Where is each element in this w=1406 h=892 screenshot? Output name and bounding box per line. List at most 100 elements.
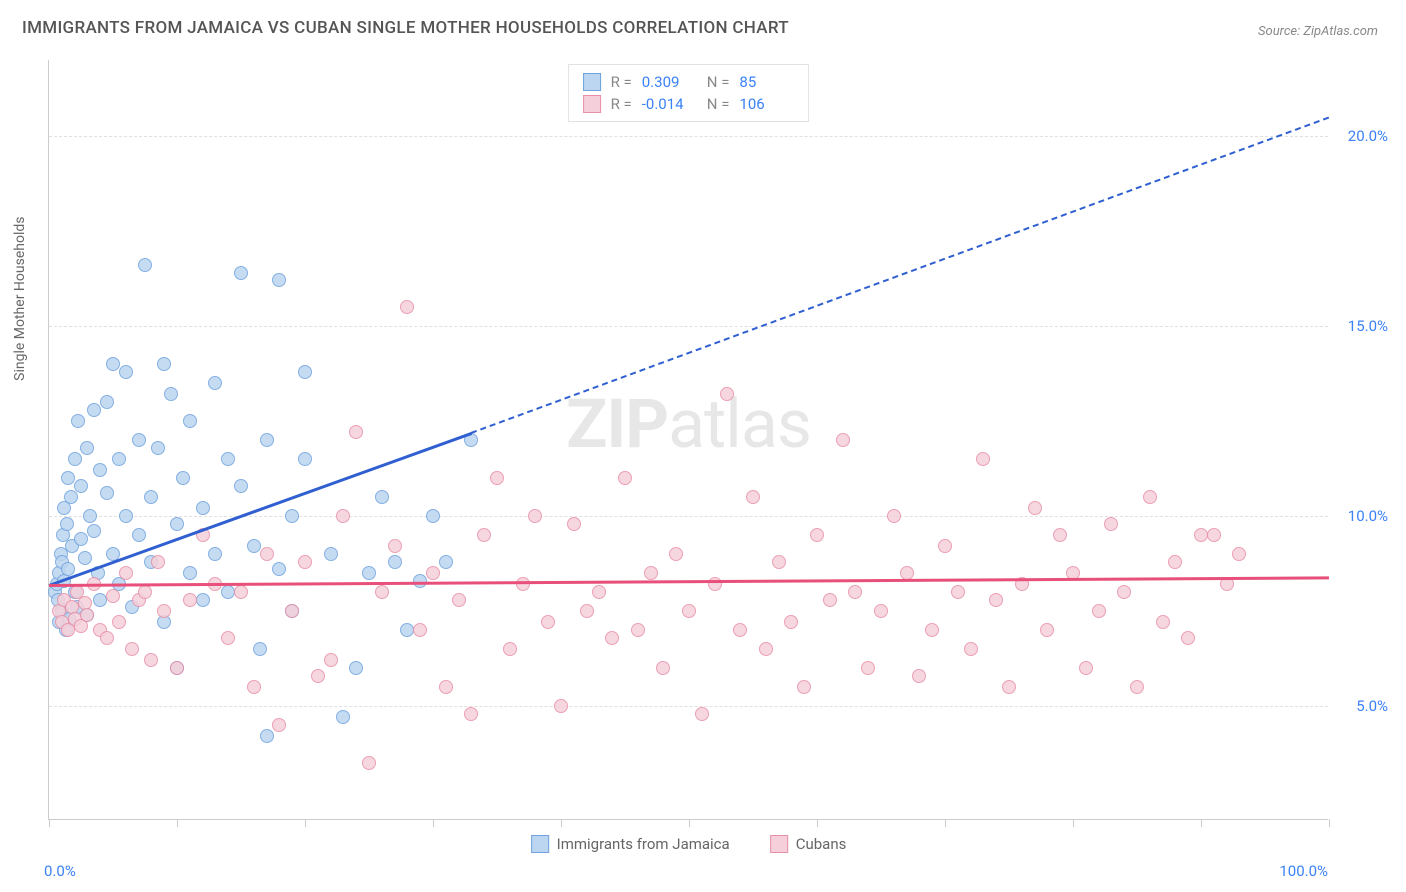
watermark: ZIPatlas	[566, 384, 811, 464]
scatter-point	[157, 604, 171, 618]
r-value-cubans: -0.014	[642, 95, 697, 113]
scatter-point	[100, 395, 114, 409]
scatter-point	[874, 604, 888, 618]
scatter-point	[362, 756, 376, 770]
scatter-point	[196, 593, 210, 607]
scatter-point	[132, 433, 146, 447]
gridline	[49, 326, 1328, 327]
scatter-point	[452, 593, 466, 607]
scatter-point	[925, 623, 939, 637]
scatter-point	[439, 680, 453, 694]
scatter-point	[861, 661, 875, 675]
scatter-point	[311, 669, 325, 683]
scatter-point	[400, 300, 414, 314]
scatter-point	[260, 547, 274, 561]
scatter-point	[388, 539, 402, 553]
scatter-point	[1040, 623, 1054, 637]
scatter-point	[464, 707, 478, 721]
scatter-point	[1130, 680, 1144, 694]
scatter-point	[183, 593, 197, 607]
n-value-cubans: 106	[739, 95, 794, 113]
scatter-point	[125, 642, 139, 656]
scatter-point	[119, 509, 133, 523]
y-tick-label: 5.0%	[1356, 697, 1388, 715]
scatter-point	[87, 403, 101, 417]
r-value-jamaica: 0.309	[642, 73, 697, 91]
scatter-point	[1232, 547, 1246, 561]
scatter-point	[132, 528, 146, 542]
trend-line-dashed	[471, 117, 1329, 434]
swatch-cubans-icon	[770, 835, 788, 853]
y-tick-label: 15.0%	[1348, 317, 1388, 335]
scatter-point	[439, 555, 453, 569]
x-tick	[49, 819, 50, 827]
scatter-point	[144, 653, 158, 667]
scatter-point	[183, 414, 197, 428]
scatter-point	[567, 517, 581, 531]
legend-item-cubans: Cubans	[770, 835, 847, 853]
scatter-point	[733, 623, 747, 637]
scatter-point	[80, 608, 94, 622]
scatter-point	[285, 604, 299, 618]
scatter-point	[554, 699, 568, 713]
scatter-point	[336, 509, 350, 523]
scatter-point	[260, 433, 274, 447]
scatter-point	[298, 365, 312, 379]
x-tick	[1329, 819, 1330, 827]
scatter-point	[362, 566, 376, 580]
scatter-point	[74, 479, 88, 493]
scatter-point	[1104, 517, 1118, 531]
scatter-point	[618, 471, 632, 485]
scatter-point	[746, 490, 760, 504]
scatter-point	[78, 551, 92, 565]
scatter-point	[605, 631, 619, 645]
scatter-point	[836, 433, 850, 447]
scatter-point	[1181, 631, 1195, 645]
gridline	[49, 706, 1328, 707]
n-label: N =	[707, 73, 730, 91]
source-label: Source: ZipAtlas.com	[1258, 24, 1378, 39]
scatter-point	[196, 501, 210, 515]
x-tick	[433, 819, 434, 827]
scatter-point	[644, 566, 658, 580]
scatter-point	[1143, 490, 1157, 504]
scatter-point	[112, 615, 126, 629]
watermark-bold: ZIP	[566, 384, 668, 464]
chart-title: IMMIGRANTS FROM JAMAICA VS CUBAN SINGLE …	[22, 18, 789, 38]
scatter-point	[375, 585, 389, 599]
x-tick	[817, 819, 818, 827]
scatter-point	[208, 547, 222, 561]
scatter-point	[349, 661, 363, 675]
scatter-point	[797, 680, 811, 694]
scatter-point	[234, 585, 248, 599]
scatter-point	[682, 604, 696, 618]
scatter-point	[138, 585, 152, 599]
scatter-point	[100, 631, 114, 645]
scatter-point	[413, 623, 427, 637]
scatter-point	[823, 593, 837, 607]
x-axis-min: 0.0%	[44, 862, 76, 880]
r-label: R =	[611, 73, 632, 91]
swatch-jamaica	[583, 73, 601, 91]
scatter-point	[528, 509, 542, 523]
scatter-point	[759, 642, 773, 656]
scatter-point	[1002, 680, 1016, 694]
scatter-point	[490, 471, 504, 485]
scatter-point	[784, 615, 798, 629]
x-tick	[945, 819, 946, 827]
scatter-point	[426, 509, 440, 523]
scatter-point	[112, 452, 126, 466]
scatter-point	[144, 490, 158, 504]
x-tick	[305, 819, 306, 827]
legend-row-jamaica: R = 0.309 N = 85	[583, 71, 795, 93]
scatter-point	[247, 680, 261, 694]
scatter-point	[375, 490, 389, 504]
correlation-legend: R = 0.309 N = 85 R = -0.014 N = 106	[568, 64, 810, 122]
scatter-point	[964, 642, 978, 656]
scatter-point	[234, 479, 248, 493]
legend-row-cubans: R = -0.014 N = 106	[583, 93, 795, 115]
scatter-point	[324, 653, 338, 667]
scatter-point	[477, 528, 491, 542]
gridline	[49, 136, 1328, 137]
scatter-point	[272, 273, 286, 287]
